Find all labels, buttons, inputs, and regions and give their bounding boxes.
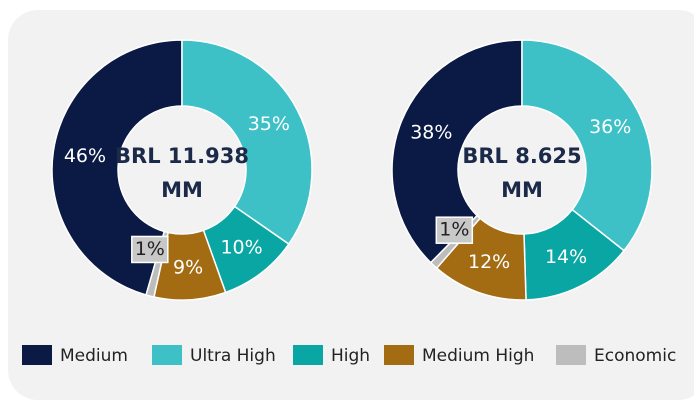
legend-swatch bbox=[152, 345, 182, 365]
data-label: 36% bbox=[589, 116, 631, 138]
data-label: 14% bbox=[545, 246, 587, 268]
legend-swatch bbox=[384, 345, 414, 365]
data-label: 46% bbox=[64, 145, 106, 167]
slice bbox=[521, 39, 653, 252]
legend-swatch bbox=[22, 345, 52, 365]
panel bbox=[8, 10, 694, 400]
data-label: 38% bbox=[410, 121, 452, 143]
data-label: 1% bbox=[439, 219, 469, 241]
slice bbox=[51, 39, 183, 296]
legend-label: Economic bbox=[594, 346, 676, 366]
label-box bbox=[131, 235, 169, 264]
data-label: 10% bbox=[220, 236, 262, 258]
center-label: BRL 11.938 bbox=[115, 144, 249, 168]
slice bbox=[181, 39, 313, 246]
slice bbox=[391, 39, 523, 264]
legend-label: Medium bbox=[60, 346, 128, 366]
center-label: BRL 8.625 bbox=[462, 144, 581, 168]
legend-label: High bbox=[331, 346, 370, 366]
data-label: 9% bbox=[173, 256, 203, 278]
legend-swatch bbox=[556, 345, 586, 365]
data-label: 35% bbox=[248, 113, 290, 135]
data-label: 12% bbox=[468, 251, 510, 273]
label-box bbox=[435, 216, 474, 244]
center-label: MM bbox=[501, 178, 543, 202]
legend-swatch bbox=[293, 345, 323, 365]
legend-label: Ultra High bbox=[190, 346, 276, 366]
data-label: 1% bbox=[135, 238, 165, 260]
legend-label: Medium High bbox=[422, 346, 534, 366]
center-label: MM bbox=[161, 178, 203, 202]
